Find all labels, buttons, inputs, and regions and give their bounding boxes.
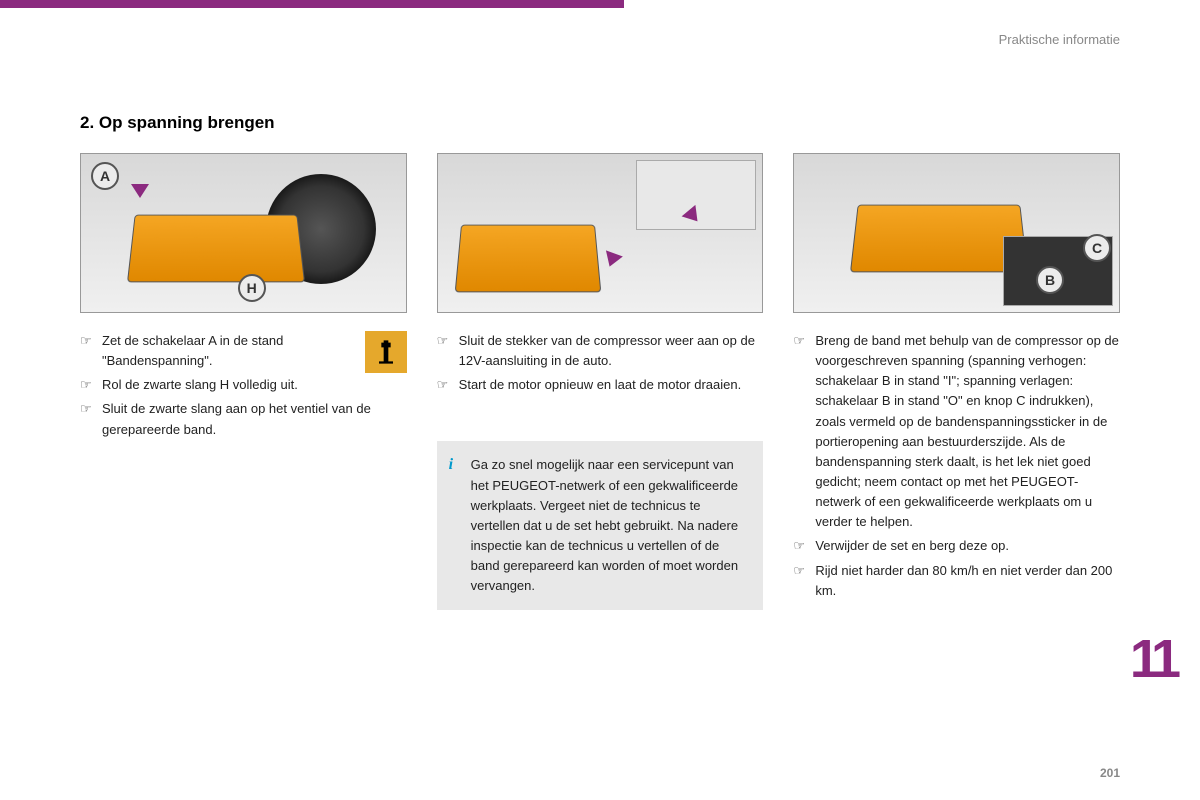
instruction-item: Start de motor opnieuw en laat de motor … bbox=[437, 375, 764, 395]
info-box: i Ga zo snel mogelijk naar een servicepu… bbox=[437, 441, 764, 610]
info-text: Ga zo snel mogelijk naar een servicepunt… bbox=[471, 457, 738, 593]
chapter-number: 11 bbox=[1130, 628, 1175, 690]
callout-a: A bbox=[91, 162, 119, 190]
illustration-1: A H bbox=[80, 153, 407, 313]
instruction-item: Zet de schakelaar A in de stand "Bandens… bbox=[80, 331, 407, 371]
compressor-illustration bbox=[127, 215, 305, 283]
callout-c: C bbox=[1083, 234, 1111, 262]
column-3: B C Breng de band met behulp van de comp… bbox=[793, 153, 1120, 610]
instruction-item: Rijd niet harder dan 80 km/h en niet ver… bbox=[793, 561, 1120, 601]
page-content: 2. Op spanning brengen A H Zet de schake… bbox=[0, 8, 1200, 610]
three-column-layout: A H Zet de schakelaar A in de stand "Ban… bbox=[80, 153, 1120, 610]
callout-b: B bbox=[1036, 266, 1064, 294]
instruction-item: Sluit de stekker van de compressor weer … bbox=[437, 331, 764, 371]
section-header: Praktische informatie bbox=[999, 32, 1120, 47]
instruction-item: Breng de band met behulp van de compress… bbox=[793, 331, 1120, 532]
callout-h: H bbox=[238, 274, 266, 302]
section-title: 2. Op spanning brengen bbox=[80, 113, 1120, 133]
instructions-2: Sluit de stekker van de compressor weer … bbox=[437, 331, 764, 399]
instruction-item: Sluit de zwarte slang aan op het ventiel… bbox=[80, 399, 407, 439]
instruction-item: Rol de zwarte slang H volledig uit. bbox=[80, 375, 407, 395]
accent-bar bbox=[0, 0, 624, 8]
instructions-3: Breng de band met behulp van de compress… bbox=[793, 331, 1120, 605]
instruction-item: Verwijder de set en berg deze op. bbox=[793, 536, 1120, 556]
arrow-icon bbox=[131, 184, 149, 198]
arrow-icon bbox=[601, 250, 623, 269]
illustration-2 bbox=[437, 153, 764, 313]
column-2: Sluit de stekker van de compressor weer … bbox=[437, 153, 764, 610]
page-number: 201 bbox=[1100, 766, 1120, 780]
illustration-3: B C bbox=[793, 153, 1120, 313]
compressor-illustration bbox=[454, 225, 601, 293]
instructions-1: Zet de schakelaar A in de stand "Bandens… bbox=[80, 331, 407, 444]
info-icon: i bbox=[449, 453, 453, 478]
compressor-illustration bbox=[850, 205, 1028, 273]
column-1: A H Zet de schakelaar A in de stand "Ban… bbox=[80, 153, 407, 610]
